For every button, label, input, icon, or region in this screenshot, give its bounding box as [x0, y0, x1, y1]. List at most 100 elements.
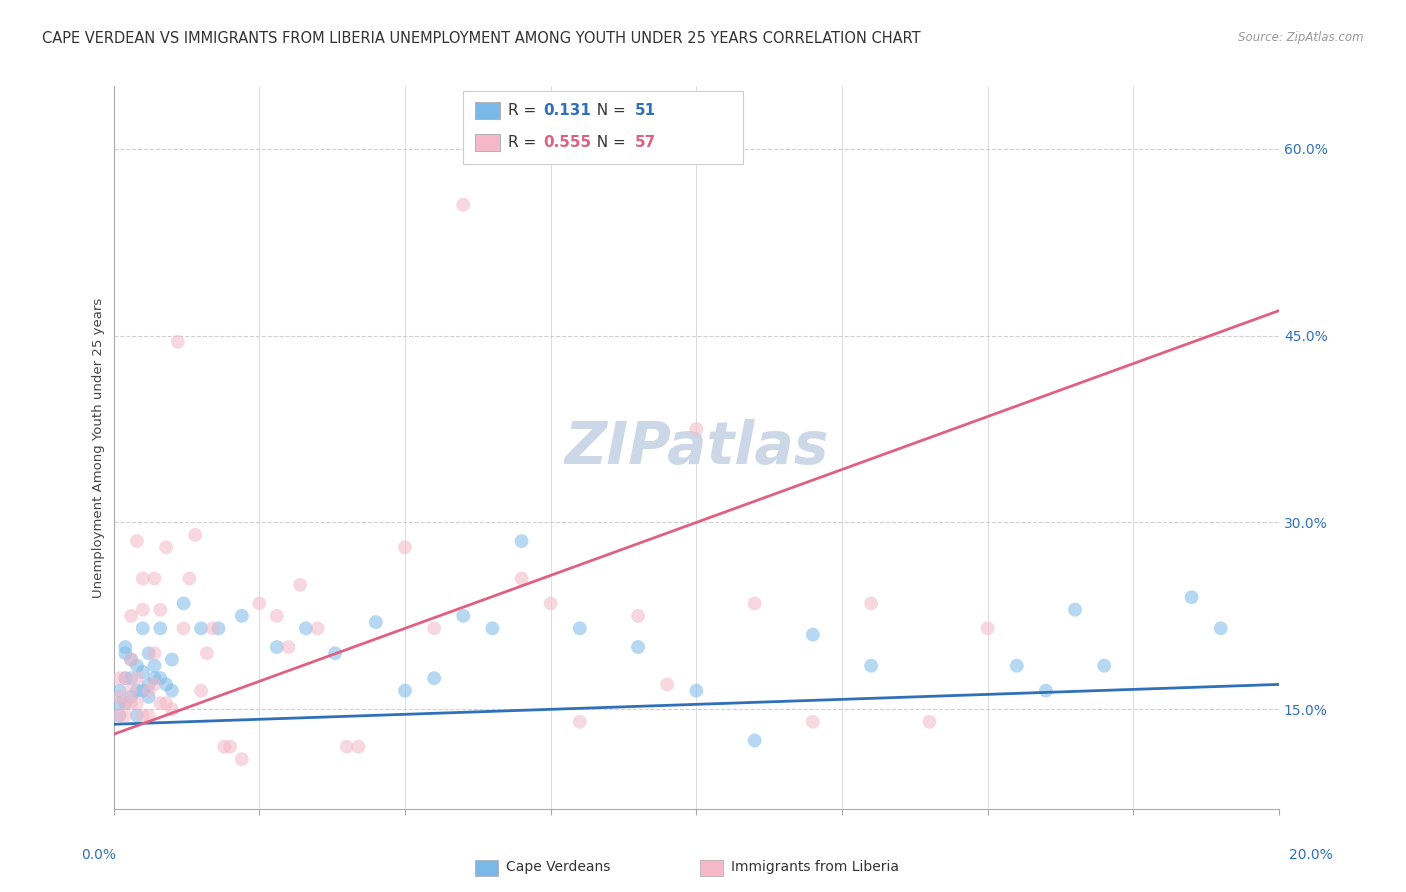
Point: [266, 640, 288, 654]
Point: [108, 708, 131, 723]
Point: [247, 596, 270, 610]
Point: [266, 608, 288, 623]
Text: 57: 57: [634, 135, 657, 150]
Point: [125, 683, 148, 698]
Point: [207, 621, 229, 635]
Point: [114, 646, 136, 660]
Point: [108, 708, 131, 723]
Point: [132, 683, 155, 698]
Point: [277, 640, 299, 654]
Point: [125, 671, 148, 685]
Point: [143, 572, 166, 586]
Point: [744, 733, 766, 747]
Point: [1181, 591, 1204, 605]
Point: [231, 752, 253, 766]
Point: [918, 714, 941, 729]
Point: [125, 696, 148, 710]
Point: [125, 658, 148, 673]
Point: [295, 621, 318, 635]
Point: [860, 596, 883, 610]
Text: ZIPatlas: ZIPatlas: [564, 419, 828, 476]
Point: [132, 621, 155, 635]
Point: [423, 671, 446, 685]
Point: [120, 696, 142, 710]
Point: [125, 534, 148, 549]
Point: [657, 677, 679, 691]
Point: [108, 683, 131, 698]
Point: [155, 541, 177, 555]
Point: [149, 696, 172, 710]
Text: Immigrants from Liberia: Immigrants from Liberia: [731, 860, 898, 874]
Point: [201, 621, 224, 635]
Text: Cape Verdeans: Cape Verdeans: [506, 860, 610, 874]
Point: [155, 696, 177, 710]
Point: [108, 690, 131, 704]
Point: [173, 621, 195, 635]
Text: Source: ZipAtlas.com: Source: ZipAtlas.com: [1239, 31, 1364, 45]
Point: [744, 596, 766, 610]
Point: [160, 652, 183, 666]
Point: [143, 671, 166, 685]
Text: 0.131: 0.131: [543, 103, 592, 118]
Point: [114, 640, 136, 654]
Point: [179, 572, 201, 586]
Point: [120, 690, 142, 704]
Point: [114, 708, 136, 723]
Point: [149, 602, 172, 616]
Text: 20.0%: 20.0%: [1289, 847, 1333, 862]
Point: [143, 677, 166, 691]
Point: [108, 671, 131, 685]
Point: [481, 621, 503, 635]
Point: [138, 708, 160, 723]
Point: [231, 608, 253, 623]
Text: R =: R =: [508, 103, 541, 118]
Point: [860, 658, 883, 673]
Point: [120, 671, 142, 685]
Point: [160, 702, 183, 716]
Point: [394, 683, 416, 698]
Point: [132, 665, 155, 679]
Point: [219, 739, 242, 754]
Point: [336, 739, 359, 754]
Point: [132, 708, 155, 723]
Point: [120, 683, 142, 698]
Point: [323, 646, 346, 660]
Point: [685, 683, 707, 698]
Point: [1064, 602, 1087, 616]
Point: [184, 528, 207, 542]
Point: [120, 652, 142, 666]
Point: [155, 677, 177, 691]
Point: [138, 677, 160, 691]
Point: [138, 690, 160, 704]
Point: [114, 671, 136, 685]
Point: [307, 621, 329, 635]
Text: 0.0%: 0.0%: [82, 847, 117, 862]
Point: [627, 640, 650, 654]
Point: [801, 714, 824, 729]
Point: [214, 739, 236, 754]
Point: [125, 708, 148, 723]
Point: [149, 621, 172, 635]
Point: [1092, 658, 1115, 673]
Point: [540, 596, 562, 610]
Point: [510, 572, 533, 586]
Point: [1035, 683, 1057, 698]
Point: [149, 671, 172, 685]
Point: [166, 334, 188, 349]
Point: [138, 646, 160, 660]
Point: [364, 615, 387, 629]
Point: [394, 541, 416, 555]
Point: [510, 534, 533, 549]
Point: [143, 646, 166, 660]
Point: [120, 652, 142, 666]
Point: [685, 422, 707, 436]
Point: [190, 683, 212, 698]
Text: 51: 51: [634, 103, 657, 118]
Point: [120, 608, 142, 623]
Point: [801, 627, 824, 641]
Point: [347, 739, 370, 754]
Text: 0.555: 0.555: [543, 135, 592, 150]
Point: [451, 198, 474, 212]
Point: [114, 696, 136, 710]
Point: [423, 621, 446, 635]
